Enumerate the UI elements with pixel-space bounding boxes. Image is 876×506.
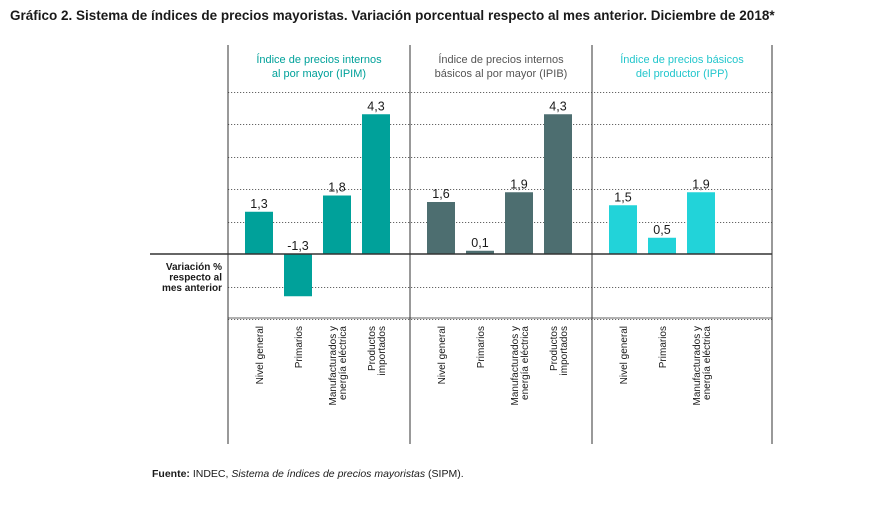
value-label: 4,3 (367, 99, 384, 113)
value-label: 1,9 (692, 177, 709, 191)
category-label: Primarios (658, 326, 669, 368)
bar (362, 114, 390, 254)
category-label: Primarios (294, 326, 305, 368)
bar (505, 192, 533, 254)
panel-title: Índice de precios internos al por mayor (… (256, 53, 382, 80)
bar (648, 237, 676, 254)
bar (687, 192, 715, 254)
category-label: Nivel general (437, 326, 448, 384)
value-label: 1,8 (328, 181, 345, 195)
source-text: INDEC, (189, 468, 232, 480)
category-label: Nivel general (619, 326, 630, 384)
bar (609, 205, 637, 254)
source-italic: Sistema de índices de precios mayoristas (231, 468, 426, 480)
category-label: Manufacturados yenergía eléctrica (328, 326, 349, 406)
category-label: Primarios (476, 326, 487, 368)
value-label: 0,1 (471, 236, 488, 250)
value-label: 0,5 (653, 223, 670, 237)
chart-title: Gráfico 2. Sistema de índices de precios… (10, 8, 775, 23)
source-suffix: (SIPM). (425, 468, 464, 480)
value-label: 1,3 (250, 197, 267, 211)
category-label: Productosimportados (549, 326, 570, 375)
panel-title: Índice de precios internos básicos al por… (435, 53, 568, 80)
category-label: Manufacturados yenergía eléctrica (510, 326, 531, 406)
bar (323, 195, 351, 254)
value-label: 4,3 (549, 99, 566, 113)
chart-source: Fuente: INDEC, Sistema de índices de pre… (152, 468, 464, 480)
y-axis-label: Variación % respecto al mes anterior (162, 262, 222, 294)
panel-title: Índice de precios básicos del productor (… (620, 53, 744, 80)
category-label: Manufacturados yenergía eléctrica (692, 326, 713, 406)
value-label: 1,6 (432, 187, 449, 201)
bar (245, 211, 273, 254)
category-label: Nivel general (255, 326, 266, 384)
value-label: 1,5 (614, 190, 631, 204)
bar (544, 114, 572, 254)
bar (466, 250, 494, 254)
value-label: 1,9 (510, 177, 527, 191)
value-label: -1,3 (287, 239, 309, 253)
bar (427, 202, 455, 254)
category-label: Productosimportados (367, 326, 388, 375)
bar (284, 254, 312, 297)
source-label: Fuente: (152, 468, 190, 480)
